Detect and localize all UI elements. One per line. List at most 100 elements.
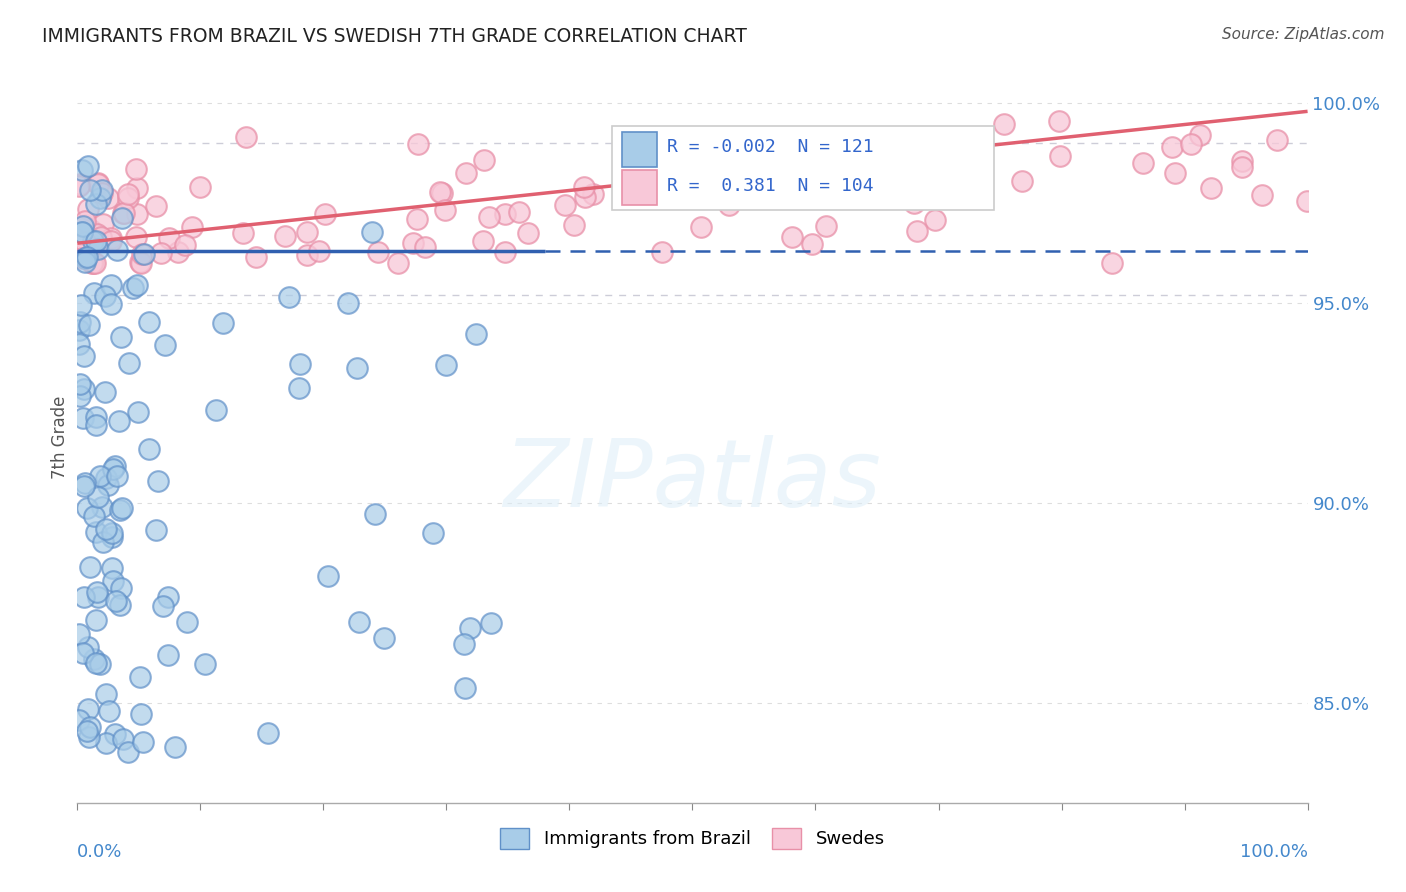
Point <box>70 225 93 239</box>
Point <box>75 251 97 265</box>
Point <box>104 594 127 608</box>
Point <box>429 185 451 199</box>
Point <box>336 295 359 310</box>
Point <box>1265 133 1288 147</box>
Point <box>112 206 135 220</box>
Point <box>308 244 330 258</box>
Point <box>69 389 91 403</box>
Point <box>97 704 120 718</box>
Point <box>94 471 117 485</box>
Point <box>173 238 195 252</box>
Point <box>111 211 134 225</box>
Point <box>84 234 107 248</box>
Point <box>104 459 127 474</box>
Point <box>472 153 495 168</box>
Point <box>112 731 135 746</box>
Point <box>1011 174 1033 188</box>
Point <box>689 191 711 205</box>
Point <box>108 503 131 517</box>
Point <box>373 632 395 646</box>
Point <box>314 207 336 221</box>
Point <box>181 220 204 235</box>
Point <box>86 242 108 256</box>
Point <box>554 198 576 212</box>
Point <box>346 361 368 376</box>
Point <box>67 323 90 337</box>
Point <box>79 720 101 734</box>
Point <box>651 245 673 260</box>
Point <box>129 707 152 722</box>
Point <box>815 219 838 234</box>
Point <box>157 230 180 244</box>
Point <box>89 468 111 483</box>
Point <box>402 236 425 251</box>
Point <box>86 227 108 241</box>
Point <box>406 137 429 152</box>
Point <box>83 652 105 666</box>
Point <box>903 196 925 211</box>
Point <box>117 190 139 204</box>
Point <box>76 701 98 715</box>
Point <box>156 590 179 604</box>
Legend: Immigrants from Brazil, Swedes: Immigrants from Brazil, Swedes <box>494 821 891 856</box>
Point <box>232 226 254 240</box>
Point <box>149 246 172 260</box>
Point <box>453 636 475 650</box>
Text: Source: ZipAtlas.com: Source: ZipAtlas.com <box>1222 27 1385 42</box>
Point <box>672 176 695 190</box>
Point <box>72 162 94 177</box>
Point <box>108 598 131 612</box>
Point <box>84 410 107 425</box>
Point <box>67 713 90 727</box>
Point <box>104 727 127 741</box>
Point <box>76 723 98 738</box>
Point <box>718 198 741 212</box>
Point <box>70 248 93 262</box>
Point <box>101 462 124 476</box>
Point <box>245 250 267 264</box>
Point <box>367 244 389 259</box>
Point <box>434 359 457 373</box>
Point <box>86 585 108 599</box>
Point <box>574 190 596 204</box>
FancyBboxPatch shape <box>613 126 994 211</box>
Point <box>801 236 824 251</box>
Point <box>69 177 91 191</box>
Point <box>1295 194 1317 209</box>
Point <box>83 286 105 301</box>
Point <box>84 196 107 211</box>
Point <box>84 524 107 539</box>
Point <box>478 211 501 225</box>
Point <box>77 202 100 216</box>
Point <box>508 204 530 219</box>
Text: ZIPatlas: ZIPatlas <box>503 435 882 526</box>
Point <box>96 735 118 749</box>
Point <box>1164 166 1187 180</box>
Point <box>91 535 114 549</box>
Point <box>100 530 122 544</box>
Point <box>257 725 280 739</box>
Point <box>138 315 160 329</box>
Point <box>118 356 141 370</box>
Point <box>100 234 122 248</box>
Point <box>690 219 713 234</box>
Point <box>70 252 93 266</box>
Point <box>194 657 217 671</box>
Point <box>77 640 100 654</box>
Point <box>101 526 124 541</box>
Point <box>288 357 311 371</box>
Point <box>114 206 136 220</box>
Point <box>93 289 115 303</box>
Point <box>347 615 370 629</box>
Point <box>105 468 128 483</box>
Point <box>75 219 97 233</box>
Y-axis label: 7th Grade: 7th Grade <box>51 395 69 479</box>
Point <box>127 207 149 221</box>
Point <box>1251 188 1274 202</box>
Point <box>1230 160 1253 174</box>
Point <box>72 225 94 239</box>
Point <box>932 157 955 171</box>
Point <box>297 248 319 262</box>
Point <box>79 559 101 574</box>
Point <box>73 349 96 363</box>
